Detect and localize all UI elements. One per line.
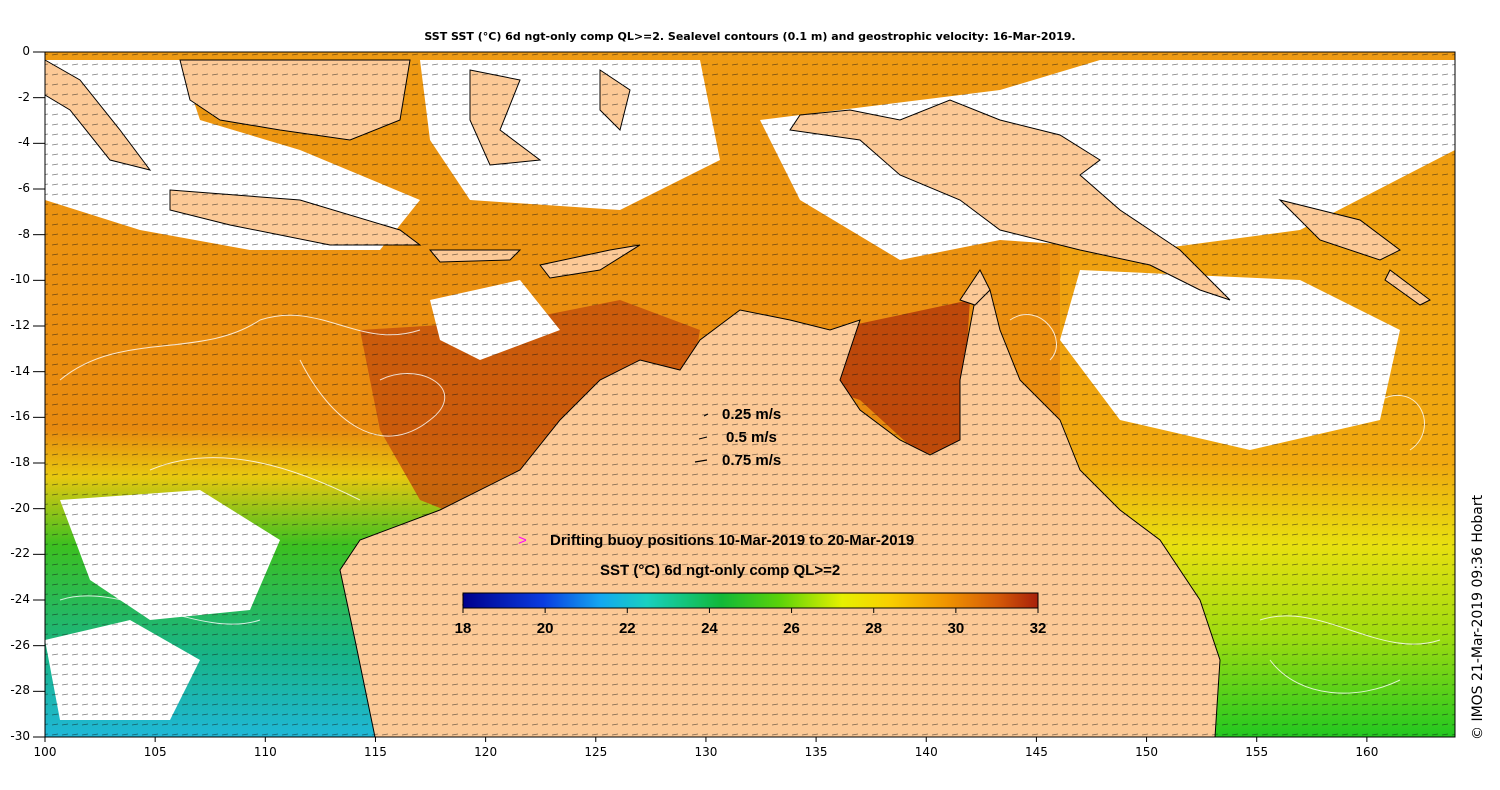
y-axis-ticks bbox=[33, 51, 45, 738]
x-tick-label: 100 bbox=[33, 745, 57, 759]
x-tick-label: 150 bbox=[1135, 745, 1159, 759]
colorbar-tick-label: 28 bbox=[865, 620, 883, 637]
velocity-arrow-025 bbox=[703, 413, 709, 417]
buoy-marker-icon: > bbox=[518, 532, 527, 549]
x-tick-label: 130 bbox=[694, 745, 718, 759]
x-tick-label: 120 bbox=[474, 745, 498, 759]
y-tick-label: -6 bbox=[18, 181, 30, 195]
colorbar-tick-label: 20 bbox=[536, 620, 554, 637]
velocity-legend-05: 0.5 m/s bbox=[726, 429, 777, 446]
y-tick-label: -22 bbox=[10, 546, 30, 561]
imos-credit: © IMOS 21-Mar-2019 09:36 Hobart bbox=[1470, 494, 1486, 740]
y-tick-label: -4 bbox=[18, 135, 30, 150]
x-tick-label: 140 bbox=[914, 745, 938, 759]
y-tick-label: -12 bbox=[10, 318, 30, 332]
x-tick-label: 145 bbox=[1024, 745, 1048, 759]
y-tick-label: -26 bbox=[10, 637, 30, 652]
y-tick-label: -28 bbox=[10, 683, 30, 698]
y-tick-label: -14 bbox=[10, 363, 30, 378]
y-tick-label: -30 bbox=[10, 729, 30, 743]
y-tick-label: -2 bbox=[18, 89, 30, 104]
colorbar-tick-label: 26 bbox=[783, 620, 800, 637]
colorbar-title: SST (°C) 6d ngt-only comp QL>=2 bbox=[600, 562, 841, 579]
x-axis-ticks bbox=[44, 737, 1368, 742]
x-tick-label: 115 bbox=[364, 745, 387, 759]
y-tick-label: -24 bbox=[10, 592, 30, 606]
geostrophic-velocity-arrows bbox=[45, 52, 1455, 737]
x-tick-label: 125 bbox=[584, 745, 608, 759]
colorbar-tick-label: 18 bbox=[454, 620, 472, 637]
sealevel-contours bbox=[59, 314, 1441, 694]
x-tick-label: 105 bbox=[143, 745, 167, 759]
x-tick-label: 135 bbox=[804, 745, 828, 759]
x-tick-label: 160 bbox=[1355, 745, 1379, 759]
velocity-arrow-075 bbox=[694, 459, 708, 463]
y-tick-label: -10 bbox=[10, 272, 30, 287]
plot-frame bbox=[44, 51, 1456, 738]
velocity-legend-025: 0.25 m/s bbox=[722, 406, 782, 423]
y-tick-label: -8 bbox=[18, 226, 30, 241]
y-tick-label: -18 bbox=[10, 455, 30, 469]
colorbar-tick-label: 22 bbox=[618, 620, 636, 637]
colorbar-tick-label: 24 bbox=[701, 620, 718, 637]
y-tick-label: -20 bbox=[10, 500, 30, 515]
x-tick-label: 110 bbox=[253, 745, 277, 759]
buoy-legend-label: Drifting buoy positions 10-Mar-2019 to 2… bbox=[550, 532, 915, 549]
x-tick-label: 155 bbox=[1245, 745, 1269, 759]
y-tick-label: 0 bbox=[22, 44, 30, 58]
colorbar-ticks bbox=[462, 608, 1039, 613]
colorbar-tick-label: 30 bbox=[947, 620, 965, 637]
y-tick-label: -16 bbox=[10, 409, 30, 424]
map-title: SST SST (°C) 6d ngt-only comp QL>=2. Sea… bbox=[424, 30, 1076, 43]
sst-colorbar bbox=[462, 592, 1039, 609]
colorbar-tick-label: 32 bbox=[1029, 620, 1047, 637]
velocity-legend-075: 0.75 m/s bbox=[722, 452, 782, 469]
velocity-arrow-05 bbox=[698, 436, 708, 440]
